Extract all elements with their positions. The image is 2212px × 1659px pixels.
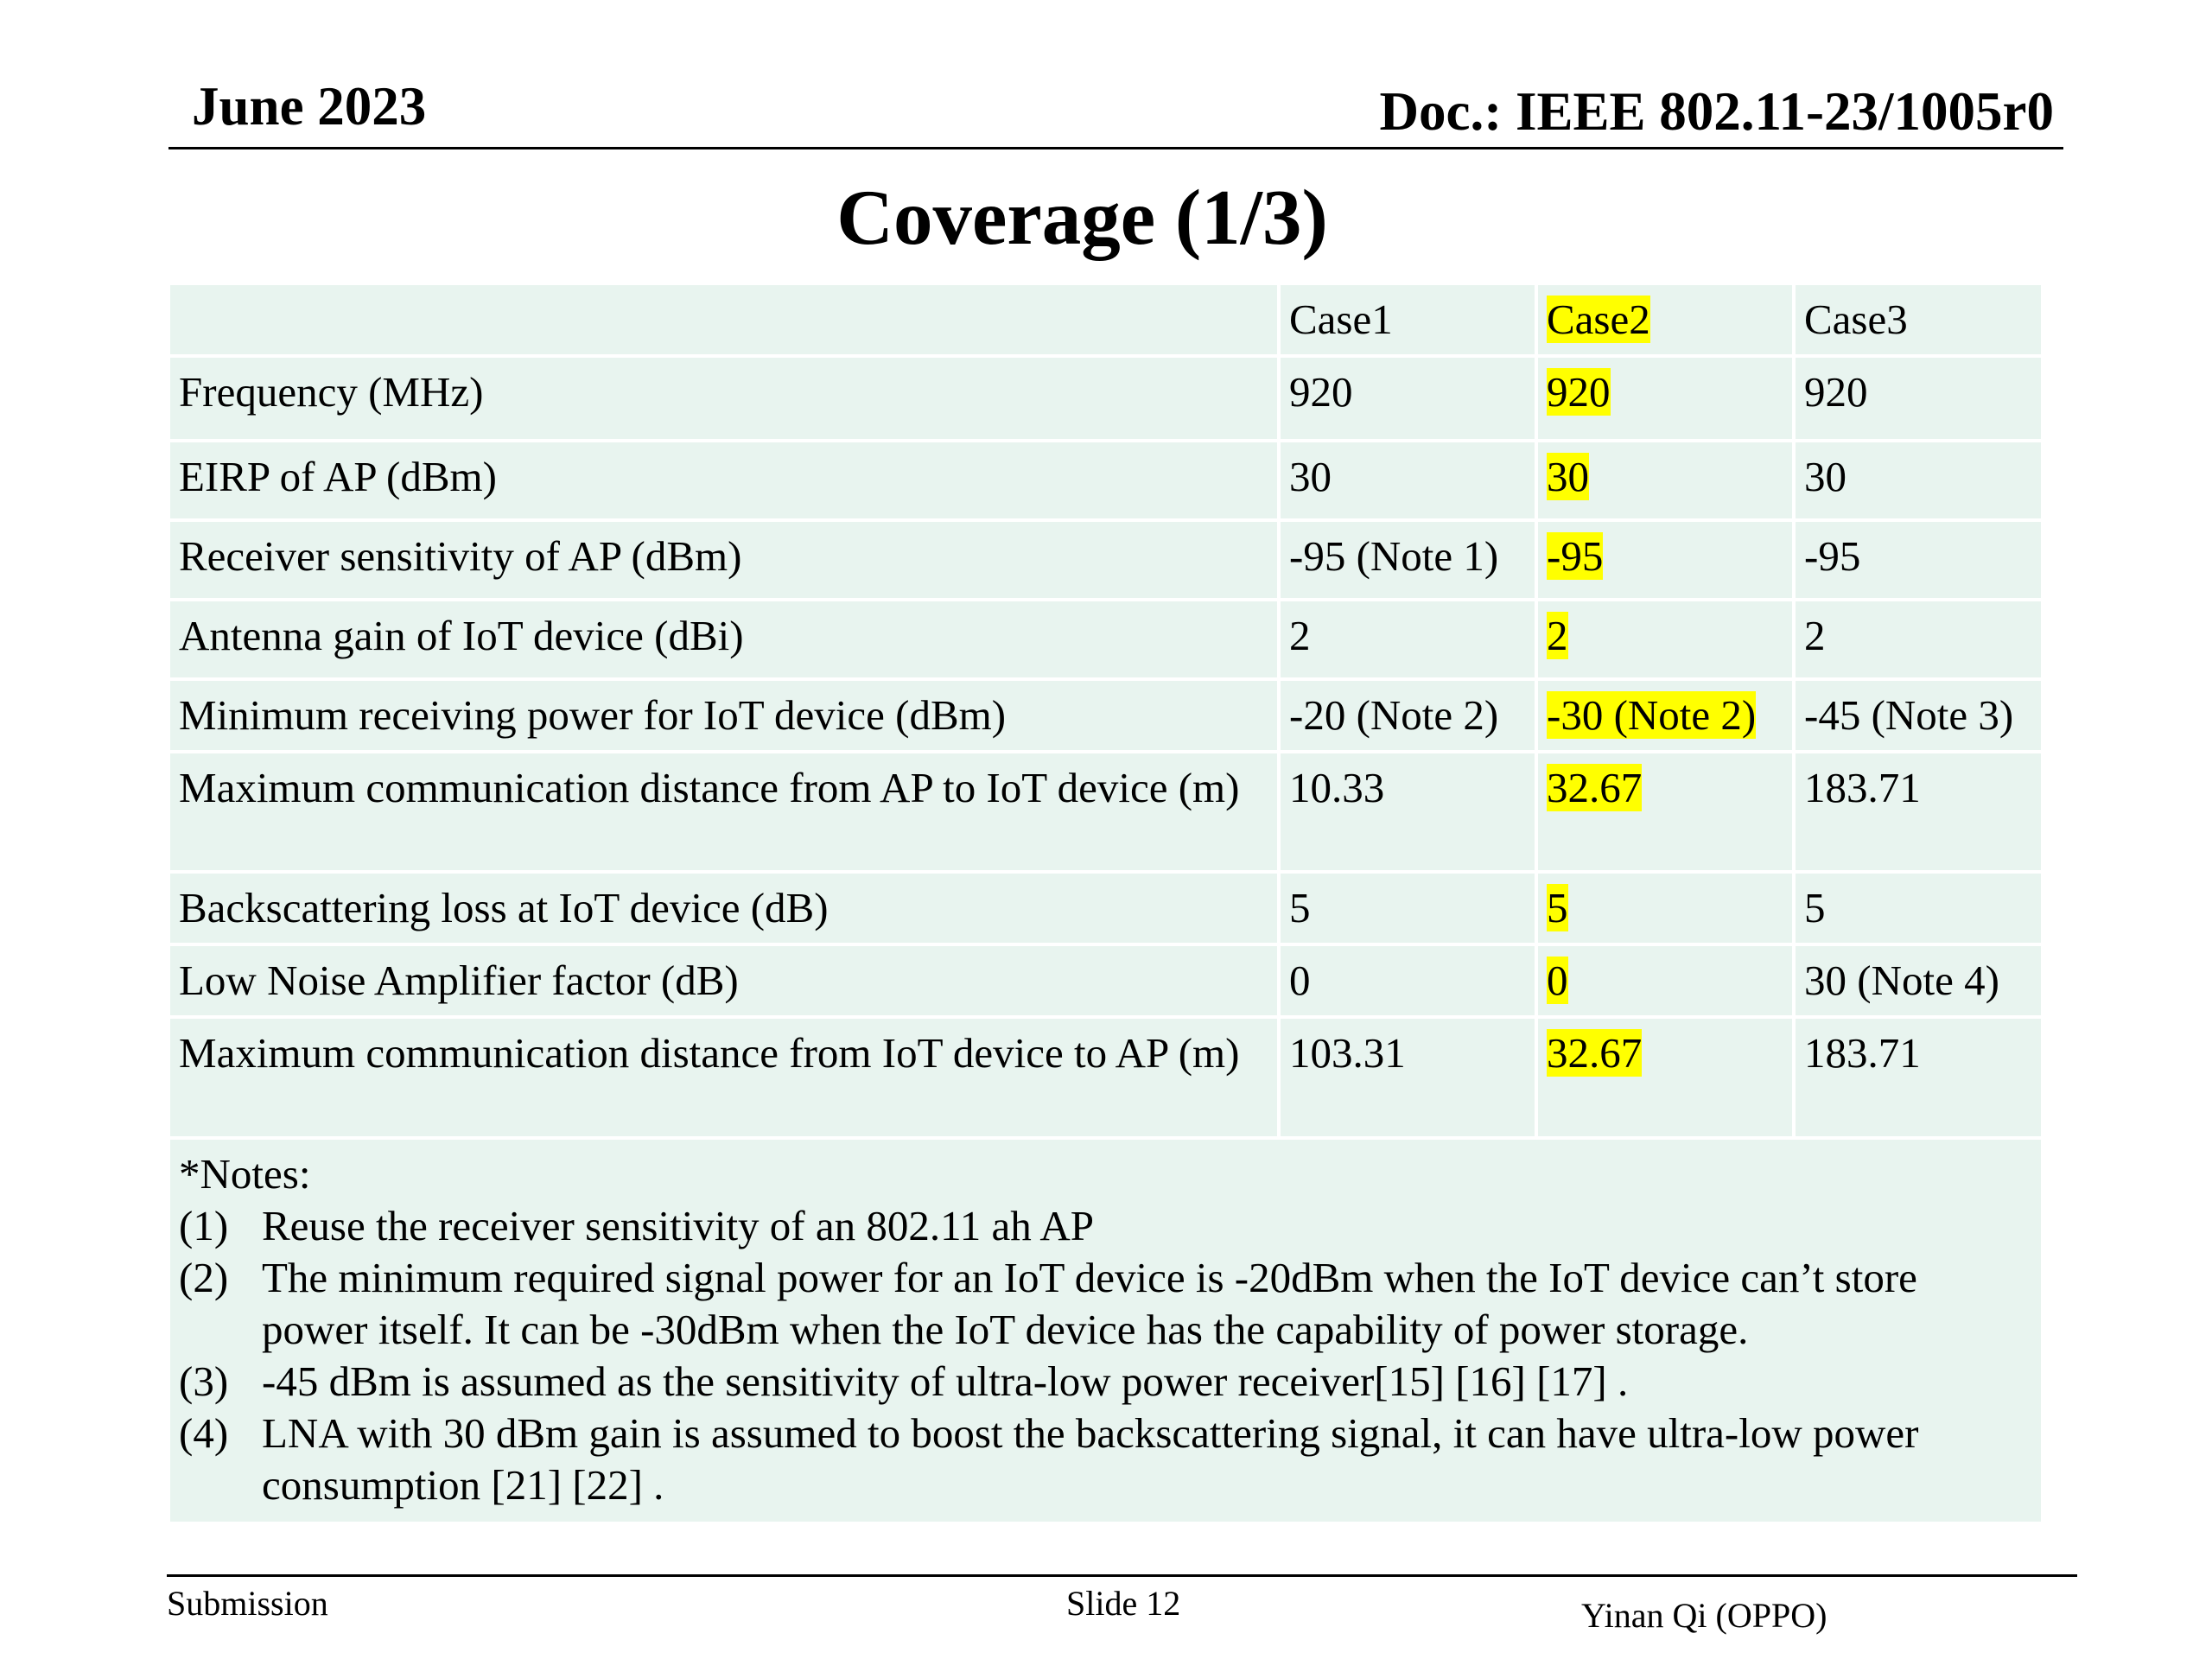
note-number: (1) — [179, 1202, 229, 1249]
case1-cell: 10.33 — [1279, 752, 1538, 874]
header-date: June 2023 — [192, 76, 427, 137]
case2-cell: 5 — [1536, 872, 1796, 946]
case1-cell: 920 — [1279, 356, 1538, 442]
row-label-cell: EIRP of AP (dBm) — [170, 441, 1281, 522]
table-row: Frequency (MHz) 920 920 920 — [170, 356, 2041, 442]
row-label-cell: Maximum communication distance from IoT … — [170, 1017, 1281, 1140]
note-item: (3) -45 dBm is assumed as the sensitivity… — [179, 1356, 2041, 1408]
header-doc-id: Doc.: IEEE 802.11-23/1005r0 — [1379, 81, 2055, 142]
table-row: Receiver sensitivity of AP (dBm) -95 (Not… — [170, 520, 2041, 601]
header-rule — [168, 147, 2063, 149]
case3-cell: 30 — [1794, 441, 2041, 522]
row-label-cell: Antenna gain of IoT device (dBi) — [170, 600, 1281, 681]
case3-cell: 2 — [1794, 600, 2041, 681]
case3-cell: -95 — [1794, 520, 2041, 601]
header-cell-case1: Case1 — [1279, 285, 1538, 358]
header-cell-case3: Case3 — [1794, 285, 2041, 358]
case2-cell: 2 — [1536, 600, 1796, 681]
note-text: LNA with 30 dBm gain is assumed to boost… — [262, 1409, 1919, 1509]
case2-cell: 32.67 — [1536, 1017, 1796, 1140]
table-row: Low Noise Amplifier factor (dB) 0 0 30 (Not… — [170, 944, 2041, 1019]
case2-cell: -95 — [1536, 520, 1796, 601]
case1-cell: -95 (Note 1) — [1279, 520, 1538, 601]
note-item: (4) LNA with 30 dBm gain is assumed to bo… — [179, 1408, 2041, 1511]
row-label-cell: Low Noise Amplifier factor (dB) — [170, 944, 1281, 1019]
case2-cell: -30 (Note 2) — [1536, 679, 1796, 753]
note-number: (3) — [179, 1357, 229, 1405]
case3-cell: 5 — [1794, 872, 2041, 946]
case3-cell: 183.71 — [1794, 752, 2041, 874]
case2-cell: 0 — [1536, 944, 1796, 1019]
case3-cell: -45 (Note 3) — [1794, 679, 2041, 753]
footer-submission: Submission — [167, 1584, 328, 1623]
case2-cell: 30 — [1536, 441, 1796, 522]
row-label-cell: Receiver sensitivity of AP (dBm) — [170, 520, 1281, 601]
table-row: EIRP of AP (dBm) 30 30 30 — [170, 441, 2041, 522]
notes-block: *Notes: (1) Reuse the receiver sensitivit… — [170, 1140, 2041, 1522]
row-label-cell: Maximum communication distance from AP t… — [170, 752, 1281, 874]
footer-slide-number: Slide 12 — [1066, 1584, 1181, 1623]
case2-cell: 32.67 — [1536, 752, 1796, 874]
note-number: (2) — [179, 1254, 229, 1301]
note-text: -45 dBm is assumed as the sensitivity of… — [262, 1357, 1629, 1405]
case3-cell: 183.71 — [1794, 1017, 2041, 1140]
case3-cell: 920 — [1794, 356, 2041, 442]
case1-cell: 30 — [1279, 441, 1538, 522]
case1-cell: -20 (Note 2) — [1279, 679, 1538, 753]
case3-cell: 30 (Note 4) — [1794, 944, 2041, 1019]
case1-cell: 103.31 — [1279, 1017, 1538, 1140]
table-row: Minimum receiving power for IoT device (… — [170, 679, 2041, 753]
note-item: (1) Reuse the receiver sensitivity of an … — [179, 1200, 2041, 1252]
notes-heading: *Notes: — [179, 1150, 311, 1198]
case2-cell: 920 — [1536, 356, 1796, 442]
coverage-table: Case1 Case2 Case3 Frequency (MHz) 920 920 9… — [170, 285, 2041, 1522]
note-text: The minimum required signal power for an… — [262, 1254, 1917, 1353]
note-item: (2) The minimum required signal power for… — [179, 1252, 2041, 1356]
header-cell-case2: Case2 — [1536, 285, 1796, 358]
case1-cell: 5 — [1279, 872, 1538, 946]
case1-cell: 2 — [1279, 600, 1538, 681]
footer-author: Yinan Qi (OPPO) — [1581, 1596, 1827, 1635]
row-label-cell: Frequency (MHz) — [170, 356, 1281, 442]
table-row: Maximum communication distance from IoT … — [170, 1017, 2041, 1140]
notes-list: (1) Reuse the receiver sensitivity of an … — [179, 1200, 2041, 1511]
table-row: Maximum communication distance from AP t… — [170, 752, 2041, 874]
slide-title: Coverage (1/3) — [836, 174, 1328, 261]
row-label-cell: Backscattering loss at IoT device (dB) — [170, 872, 1281, 946]
table-header-row: Case1 Case2 Case3 — [170, 285, 2041, 358]
row-label-cell: Minimum receiving power for IoT device (… — [170, 679, 1281, 753]
case1-cell: 0 — [1279, 944, 1538, 1019]
header-cell-empty — [170, 285, 1281, 358]
table-row: Antenna gain of IoT device (dBi) 2 2 2 — [170, 600, 2041, 681]
note-text: Reuse the receiver sensitivity of an 802… — [262, 1202, 1094, 1249]
footer-rule — [167, 1574, 2077, 1577]
table-row: Backscattering loss at IoT device (dB) 5 5… — [170, 872, 2041, 946]
note-number: (4) — [179, 1409, 229, 1457]
